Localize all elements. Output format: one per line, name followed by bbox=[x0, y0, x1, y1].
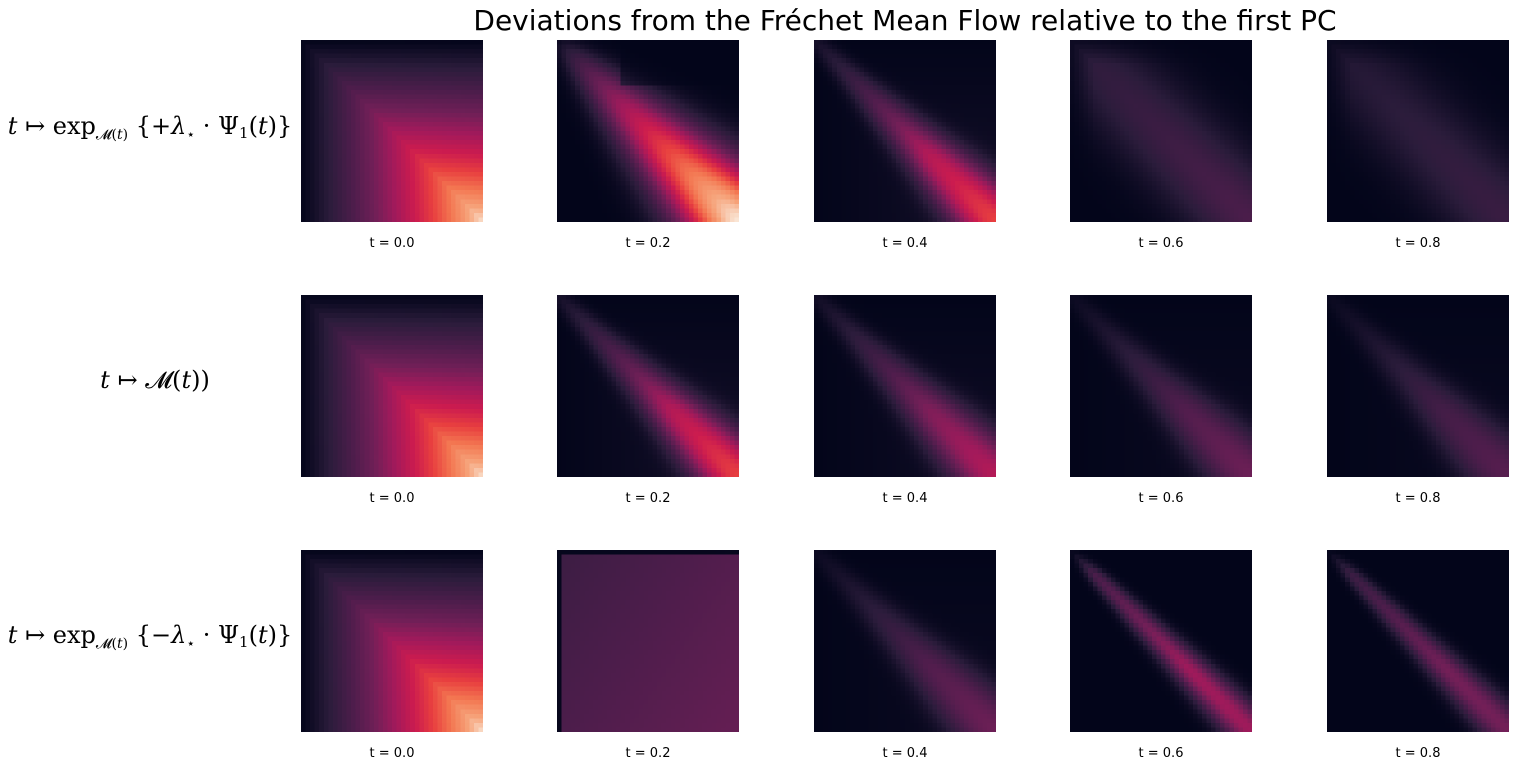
row-label-negative: t ↦ exp𝓜(t) {−λ⋆ · Ψ1(t)} bbox=[7, 621, 293, 652]
heatmap-panel bbox=[814, 40, 996, 222]
heatmap-image bbox=[1070, 40, 1252, 222]
heatmap-panel bbox=[814, 550, 996, 732]
time-label: t = 0.0 bbox=[369, 236, 415, 251]
heatmap-image bbox=[557, 295, 739, 477]
heatmap-panel bbox=[301, 550, 483, 732]
heatmap-image bbox=[1070, 295, 1252, 477]
time-label: t = 0.6 bbox=[1138, 746, 1184, 761]
time-label: t = 0.4 bbox=[882, 236, 928, 251]
heatmap-panel bbox=[557, 295, 739, 477]
heatmap-panel bbox=[557, 40, 739, 222]
time-label: t = 0.2 bbox=[625, 746, 671, 761]
heatmap-panel bbox=[1070, 550, 1252, 732]
row-label-mean: t ↦ 𝓜(t)) bbox=[100, 366, 210, 394]
heatmap-image bbox=[301, 295, 483, 477]
heatmap-image bbox=[557, 550, 739, 732]
time-label: t = 0.6 bbox=[1138, 491, 1184, 506]
heatmap-image bbox=[301, 40, 483, 222]
heatmap-image bbox=[557, 40, 739, 222]
heatmap-image bbox=[301, 550, 483, 732]
heatmap-panel bbox=[1327, 40, 1509, 222]
heatmap-panel bbox=[814, 295, 996, 477]
heatmap-panel bbox=[1070, 295, 1252, 477]
time-label: t = 0.0 bbox=[369, 491, 415, 506]
heatmap-panel bbox=[1327, 295, 1509, 477]
row-label-positive: t ↦ exp𝓜(t) {+λ⋆ · Ψ1(t)} bbox=[7, 112, 293, 143]
time-label: t = 0.8 bbox=[1395, 746, 1441, 761]
time-label: t = 0.2 bbox=[625, 491, 671, 506]
heatmap-panel bbox=[557, 550, 739, 732]
heatmap-panel bbox=[301, 40, 483, 222]
time-label: t = 0.4 bbox=[882, 746, 928, 761]
heatmap-image bbox=[814, 550, 996, 732]
heatmap-image bbox=[1327, 550, 1509, 732]
heatmap-panel bbox=[1070, 40, 1252, 222]
time-label: t = 0.6 bbox=[1138, 236, 1184, 251]
time-label: t = 0.8 bbox=[1395, 491, 1441, 506]
heatmap-image bbox=[1327, 295, 1509, 477]
heatmap-panel bbox=[301, 295, 483, 477]
time-label: t = 0.2 bbox=[625, 236, 671, 251]
time-label: t = 0.4 bbox=[882, 491, 928, 506]
heatmap-image bbox=[1327, 40, 1509, 222]
heatmap-image bbox=[814, 295, 996, 477]
heatmap-image bbox=[814, 40, 996, 222]
heatmap-panel bbox=[1327, 550, 1509, 732]
time-label: t = 0.0 bbox=[369, 746, 415, 761]
time-label: t = 0.8 bbox=[1395, 236, 1441, 251]
heatmap-image bbox=[1070, 550, 1252, 732]
chart-title: Deviations from the Fréchet Mean Flow re… bbox=[473, 4, 1337, 37]
